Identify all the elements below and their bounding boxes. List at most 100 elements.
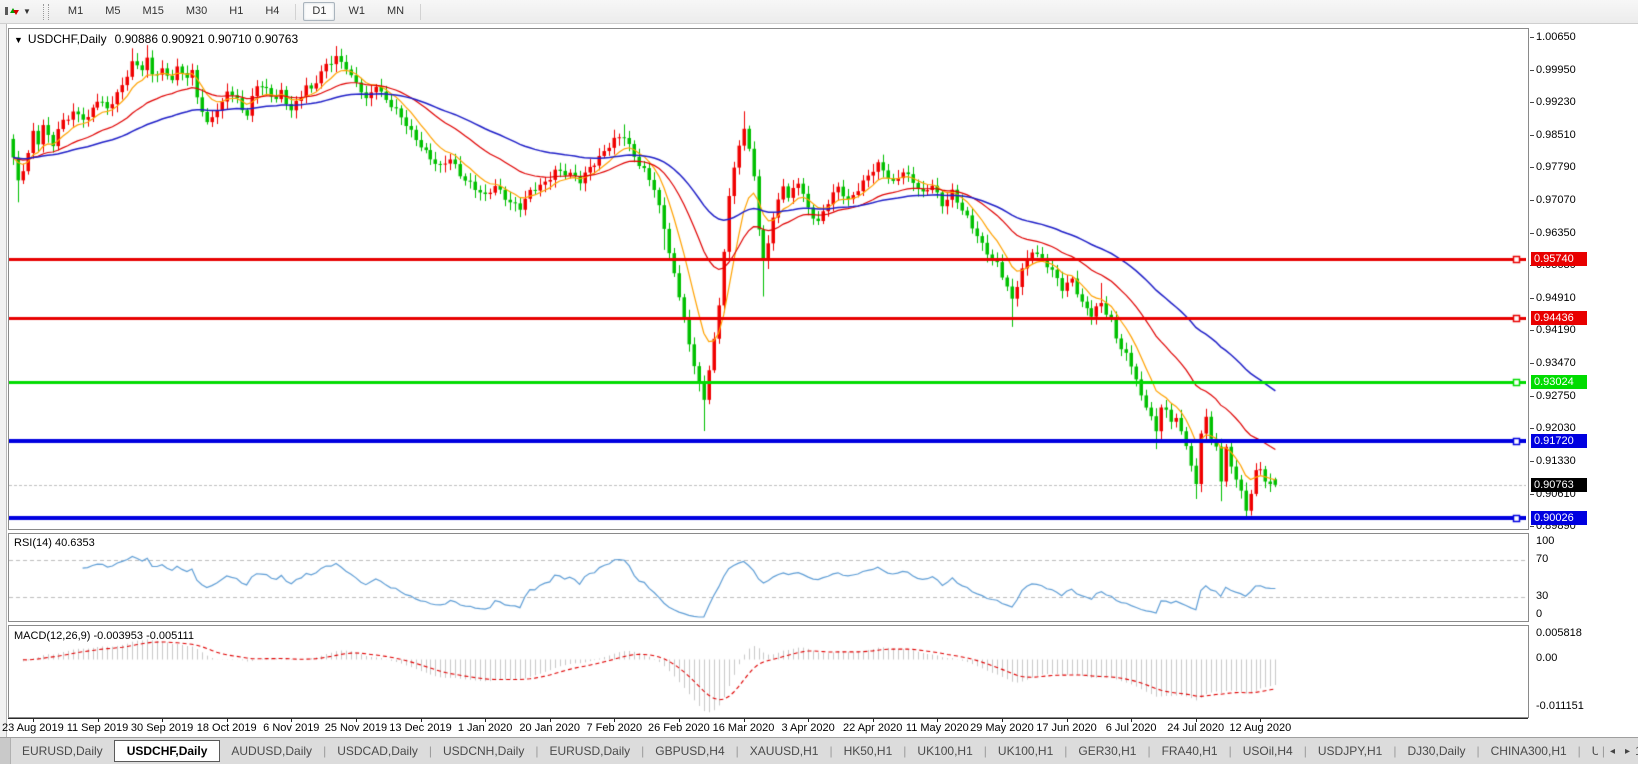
chart-ohlc-quotes: 0.90886 0.90921 0.90710 0.90763 (114, 32, 299, 46)
date-tick-mark (226, 719, 228, 722)
timeframe-button-mn[interactable]: MN (386, 5, 405, 17)
chart-tab-gbpusd-h4[interactable]: GBPUSD,H4 (655, 744, 725, 758)
macd-scale-label: -0.011151 (1536, 700, 1584, 712)
date-tick-mark (1195, 719, 1197, 722)
timeframe-button-m1[interactable]: M1 (67, 5, 84, 17)
date-label: 13 Dec 2019 (389, 722, 452, 734)
chart-periods-icon[interactable]: ▼ (2, 3, 33, 20)
tab-bar-corner (0, 738, 11, 764)
price-tick-label: 0.99230 (1536, 96, 1576, 109)
date-label: 22 Apr 2020 (843, 722, 903, 734)
tab-separator: | (1393, 744, 1397, 758)
timeframe-button-h4[interactable]: H4 (265, 5, 280, 17)
hline-price-tag[interactable]: 0.93024 (1531, 375, 1587, 390)
price-tick-label: 0.96350 (1536, 226, 1576, 239)
tab-scroll-right-icon[interactable]: ▸ (1624, 745, 1630, 757)
price-tick-label: 0.97070 (1536, 194, 1576, 207)
chart-tab-xauusd-h1[interactable]: XAUUSD,H1 (749, 744, 819, 758)
chart-tab-usdchf-daily[interactable]: USDCHF,Daily (113, 740, 221, 762)
date-tick-mark (678, 719, 680, 722)
date-label: 29 May 2020 (970, 722, 1034, 734)
macd-canvas[interactable] (9, 626, 1526, 715)
chart-tab-hk50-h1[interactable]: HK50,H1 (843, 744, 893, 758)
chevron-down-icon[interactable]: ▼ (23, 7, 31, 16)
price-tick-label: 0.94910 (1536, 291, 1576, 304)
tab-separator: | (535, 744, 539, 758)
tab-bar: EURUSD,Daily USDCHF,Daily AUDUSD,Daily | USD… (0, 737, 1638, 764)
date-label: 26 Feb 2020 (648, 722, 710, 734)
timeframe-button-w1[interactable]: W1 (348, 5, 365, 17)
date-tick-mark (355, 719, 357, 722)
date-label: 6 Nov 2019 (263, 722, 320, 734)
chart-tab-uk100-h1[interactable]: UK100,H1 (917, 744, 973, 758)
chart-tab-eurusd-daily[interactable]: EURUSD,Daily (22, 744, 103, 758)
timeframe-buttons: M1 M5 M15 M30 H1 H4 D1 W1 MN (57, 2, 426, 21)
date-label: 7 Feb 2020 (586, 722, 643, 734)
hline-price-tag[interactable]: 0.90026 (1531, 511, 1587, 526)
date-tick-mark (1260, 719, 1262, 722)
chart-menu-icon[interactable]: ▼ (14, 35, 23, 45)
timeframe-button-d1[interactable]: D1 (303, 2, 336, 21)
price-tick-mark (1530, 69, 1534, 71)
timeframe-button-m5[interactable]: M5 (105, 5, 121, 17)
date-tick-mark (32, 719, 34, 722)
chart-tab-usdjpy-h1[interactable]: USDJPY,H1 (1317, 744, 1383, 758)
date-tick-mark (549, 719, 551, 722)
date-label: 11 May 2020 (905, 722, 969, 734)
price-tick-mark (1530, 526, 1534, 528)
price-tick-mark (1530, 428, 1534, 430)
price-tick-label: 1.00650 (1536, 31, 1576, 43)
date-tick-mark (614, 719, 616, 722)
chart-tab-usoil-h4[interactable]: USOil,H4 (1242, 744, 1293, 758)
chart-tab-audusd-daily[interactable]: AUDUSD,Daily (231, 744, 313, 758)
hline-price-tag[interactable]: 0.94436 (1531, 311, 1587, 326)
price-tick-mark (1530, 232, 1534, 234)
date-label: 12 Aug 2020 (1229, 722, 1292, 734)
price-tick-label: 0.92750 (1536, 389, 1576, 402)
main-chart-panel (8, 28, 1529, 530)
chart-tab-usdcnh-daily[interactable]: USDCNH,Daily (443, 744, 525, 758)
timeframe-button-m15[interactable]: M15 (142, 5, 164, 17)
price-tick-mark (1530, 102, 1534, 104)
main-chart-canvas[interactable] (9, 29, 1526, 527)
date-tick-mark (1066, 719, 1068, 722)
chart-tab-china300-h1[interactable]: CHINA300,H1 (1490, 744, 1567, 758)
timeframe-button-m30[interactable]: M30 (185, 5, 208, 17)
chart-tab-dj30-daily[interactable]: DJ30,Daily (1407, 744, 1466, 758)
date-tick-mark (162, 719, 164, 722)
price-tick-label: 0.93470 (1536, 357, 1576, 370)
chart-tab-eurusd-daily[interactable]: EURUSD,Daily (549, 744, 631, 758)
chart-tab-uk100-h1[interactable]: UK100,H1 (997, 744, 1054, 758)
price-tick-mark (1530, 134, 1534, 136)
current-price-tag: 0.90763 (1531, 477, 1587, 492)
rsi-panel (8, 533, 1529, 622)
chart-symbol-label: USDCHF,Daily (27, 32, 107, 46)
date-label: 6 Jul 2020 (1105, 722, 1157, 734)
timeframe-button-h1[interactable]: H1 (229, 5, 244, 17)
tab-scroll-left-icon[interactable]: ◂ (1609, 745, 1615, 757)
tab-separator: | (1064, 744, 1068, 758)
macd-panel (8, 625, 1529, 718)
chart-tab-ger30-h1[interactable]: GER30,H1 (1078, 744, 1137, 758)
chart-tab-usdcad-daily[interactable]: USDCAD,Daily (337, 744, 418, 758)
hline-price-tag[interactable]: 0.91720 (1531, 434, 1587, 449)
date-label: 3 Apr 2020 (781, 722, 835, 734)
tab-separator: | (428, 744, 432, 758)
tab-separator: | (1476, 744, 1480, 758)
price-tick-mark (1530, 330, 1534, 332)
chart-tab-fra40-h1[interactable]: FRA40,H1 (1161, 744, 1218, 758)
price-tick-label: 0.91330 (1536, 454, 1576, 467)
price-axis[interactable]: 1.00650 0.99950 0.99230 0.98510 0.97790 0.970… (1530, 24, 1638, 732)
rsi-canvas[interactable] (9, 534, 1526, 619)
date-tick-mark (97, 719, 99, 722)
rsi-label: RSI(14) 40.6353 (14, 537, 95, 549)
price-tick-mark (1530, 297, 1534, 299)
date-tick-mark (937, 719, 939, 722)
date-axis[interactable]: 23 Aug 2019 11 Sep 2019 30 Sep 2019 18 Oct … (2, 718, 1528, 734)
rsi-scale-label: 0 (1536, 608, 1543, 620)
price-tick-mark (1530, 460, 1534, 462)
hline-price-tag[interactable]: 0.95740 (1531, 252, 1587, 267)
chart-tabs: EURUSD,Daily USDCHF,Daily AUDUSD,Daily | USD… (11, 740, 1638, 762)
date-label: 16 Mar 2020 (712, 722, 775, 734)
